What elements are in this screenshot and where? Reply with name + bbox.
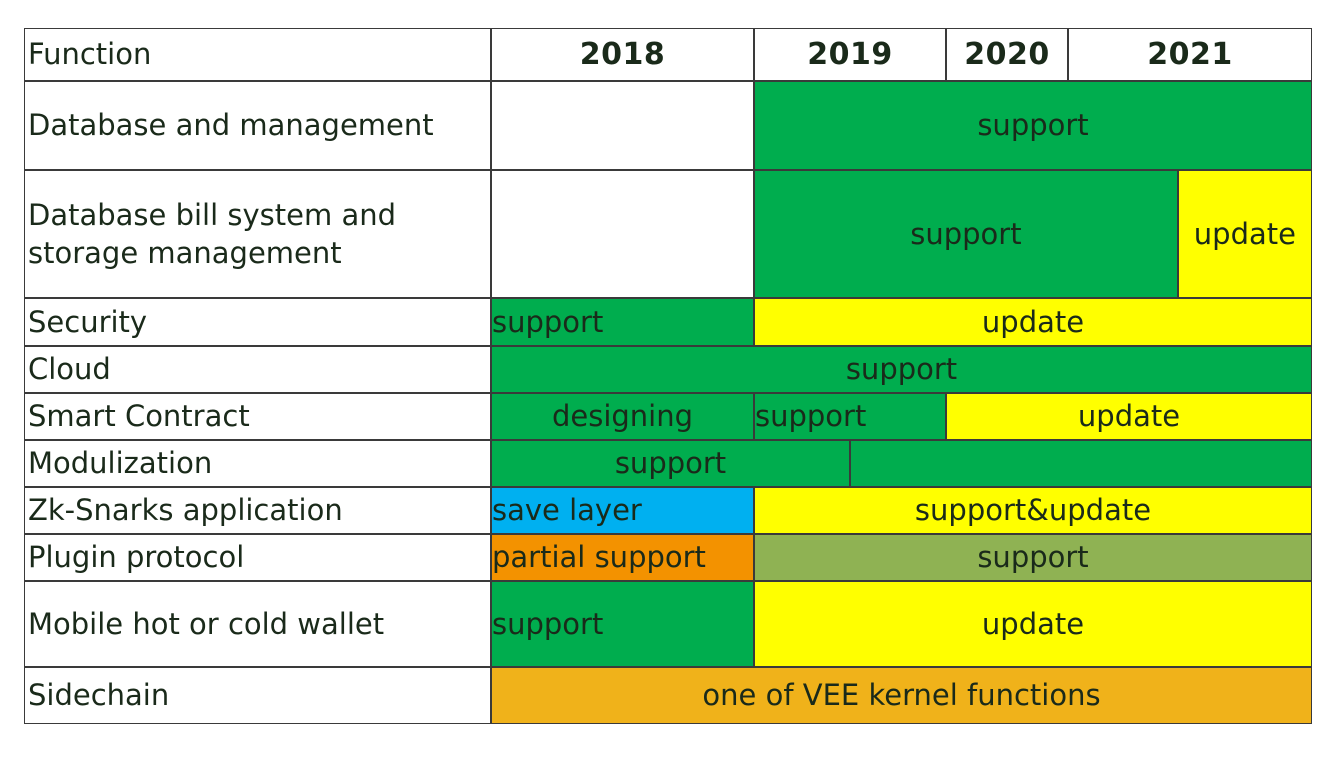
timeline-segment: support [491,581,754,667]
timeline-segment: support [491,440,850,487]
header-function: Function [24,28,491,81]
timeline-segment: update [754,581,1312,667]
header-year-2021: 2021 [1068,28,1312,81]
function-name: Smart Contract [24,393,491,440]
timeline-segment: support [754,170,1178,298]
function-name: Cloud [24,346,491,393]
function-name: Sidechain [24,667,491,724]
function-name: Modulization [24,440,491,487]
function-name: Zk-Snarks application [24,487,491,534]
timeline-segment: update [754,298,1312,346]
timeline-segment: update [946,393,1312,440]
timeline-segment: one of VEE kernel functions [491,667,1312,724]
timeline-segment [491,81,754,170]
header-year-2019: 2019 [754,28,946,81]
timeline-segment: update [1177,170,1312,298]
timeline-segment: save layer [491,487,754,534]
timeline-segment: support&update [754,487,1312,534]
header-year-2018: 2018 [491,28,754,81]
function-name: Plugin protocol [24,534,491,581]
timeline-segment: partial support [491,534,754,581]
function-name: Security [24,298,491,346]
timeline-segment: support [491,298,754,346]
function-name: Database bill system and storage managem… [24,170,491,298]
timeline-segment [491,170,754,298]
function-name: Database and management [24,81,491,170]
timeline-segment: support [754,81,1312,170]
function-name: Mobile hot or cold wallet [24,581,491,667]
timeline-segment [850,440,1312,487]
header-year-2020: 2020 [946,28,1068,81]
timeline-segment: support [754,534,1312,581]
timeline-segment: designing [491,393,754,440]
timeline-segment: support [754,393,946,440]
timeline-segment: support [491,346,1312,393]
